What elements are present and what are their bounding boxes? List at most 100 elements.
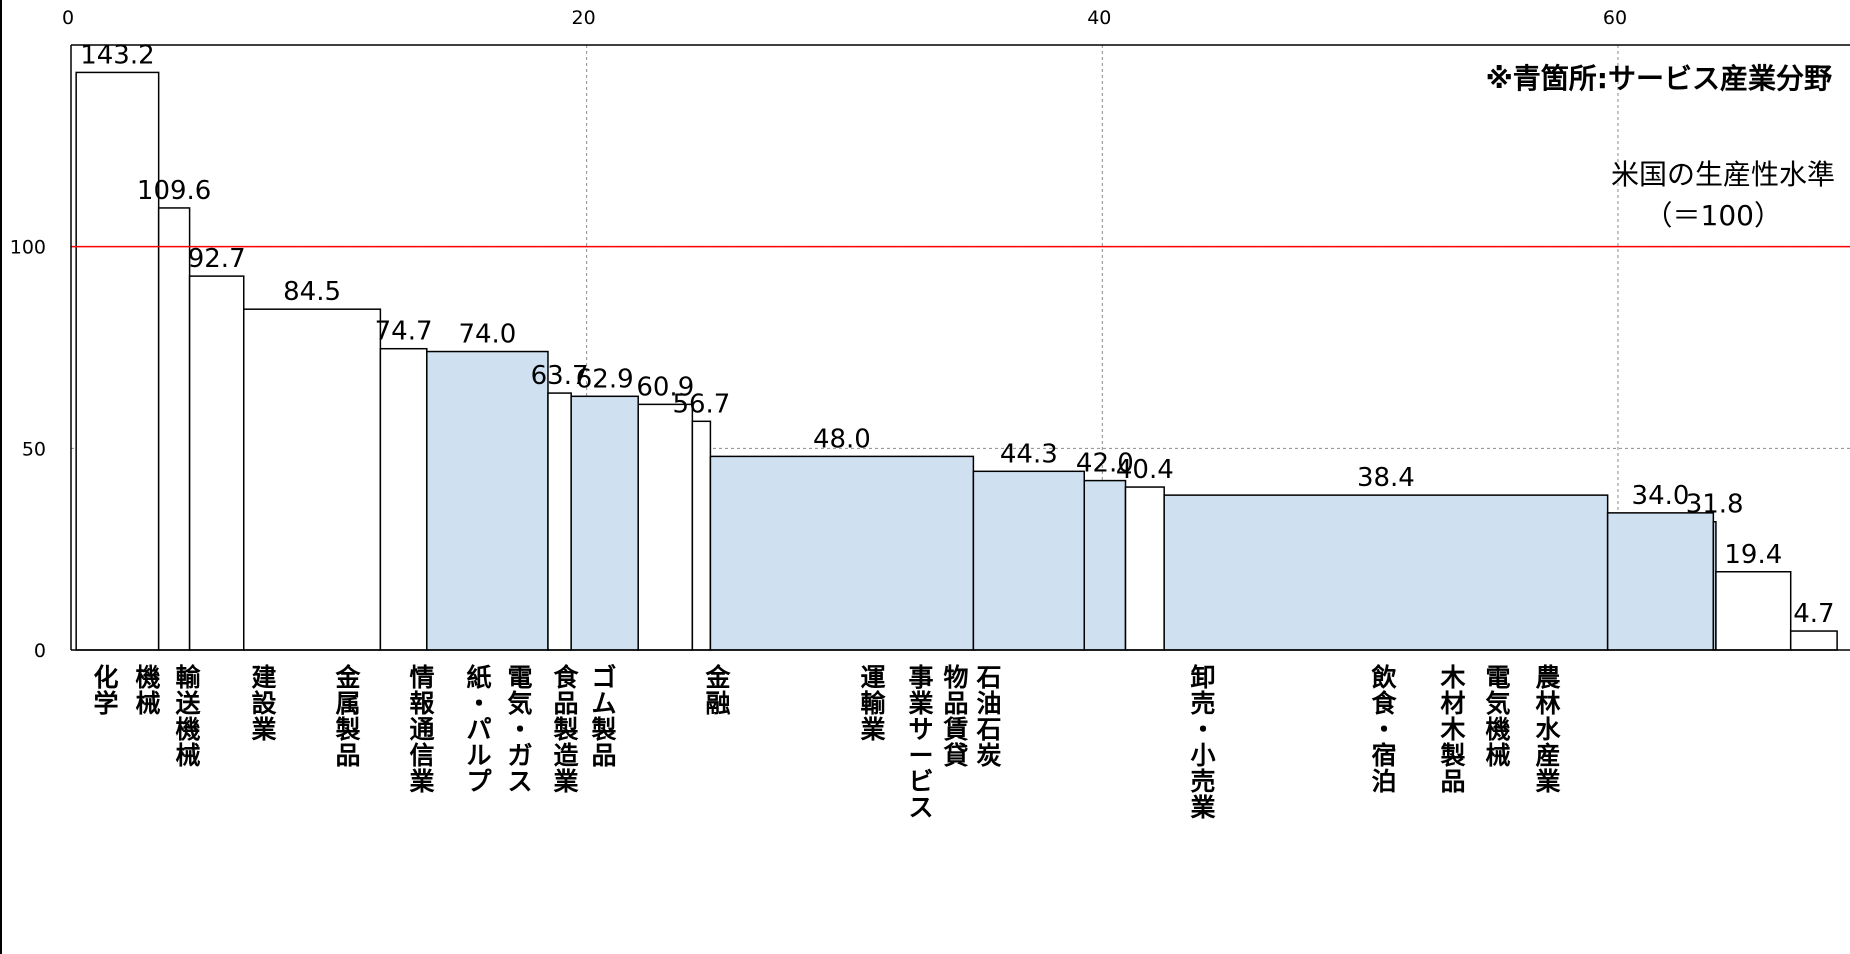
category-label-char: 売 [1190,767,1215,796]
category-label-char: ガ [507,741,532,770]
category-label-char: 金 [334,663,361,692]
bar [157,207,191,651]
category-label-char: 品 [1440,767,1465,796]
bar-value-label: 34.0 [1632,481,1690,511]
category-label-char: ス [507,767,532,796]
bar-value-label: 92.7 [188,244,246,274]
category-label-char: 械 [175,741,200,770]
category-label-char: 械 [135,689,160,718]
bars-group [75,71,1838,651]
category-label-char: 賃 [942,715,968,744]
category-label-char: 製 [552,715,578,744]
bar-value-label: 31.8 [1686,490,1744,520]
bar-value-label: 109.6 [137,176,211,206]
bar-value-label: 19.4 [1724,540,1782,570]
y-tick-label: 0 [34,640,46,662]
x-tick-label: 40 [1087,7,1111,29]
category-label-char: 属 [335,689,360,718]
category-label-char: 物 [943,663,968,692]
category-label-char: 業 [553,767,578,796]
category-label-char: サ [908,715,933,744]
bar-value-label: 48.0 [813,424,871,454]
category-label-char: 気 [1485,689,1510,718]
category-label-char: 金 [704,663,731,692]
bar [547,392,572,651]
bar-value-label: 40.4 [1116,455,1174,485]
category-labels: 化学機械輸送機械建設業金属製品情報通信業紙・パルプ電気・ガス食品製造業ゴム製品金… [93,663,1561,822]
bar [75,71,160,651]
category-label-char: 水 [1535,715,1561,744]
reference-label-line1: 米国の生産性水準 [1611,158,1835,191]
x-tick-label: 20 [572,7,596,29]
bar-value-label: 44.3 [1000,439,1058,469]
category-label-char: 石 [975,663,1001,692]
category-label-char: ・ [507,715,532,744]
category-label-char: 木 [1439,715,1465,744]
category-label-char: 業 [908,689,933,718]
category-label-char: 製 [590,715,616,744]
category-label-char: ス [908,793,933,822]
category-label-char: ム [591,689,616,718]
y-axis-ticks: 0 50 100 [10,237,46,662]
category-label-char: 機 [175,715,200,744]
bar-value-label: 62.9 [576,364,634,394]
category-label-char: 電 [1485,663,1510,692]
category-label-char: 送 [175,689,200,718]
category-label-char: 食 [1371,689,1397,718]
category-label-char: 小 [1190,741,1215,770]
category-label-char: 炭 [976,741,1001,770]
category-label-char: 械 [1485,741,1510,770]
bar [709,455,975,651]
category-label-char: 木 [1439,663,1465,692]
bar-value-label: 4.7 [1793,599,1834,629]
category-label-char: 通 [409,715,434,744]
category-label-char: 学 [93,689,118,718]
category-label-char: 卸 [1190,663,1215,692]
category-label-char: パ [466,715,491,744]
category-label-char: ゴ [591,663,616,692]
bar-value-label: 60.9 [636,372,694,402]
bar [637,403,694,651]
category-label-char: 産 [1535,741,1560,770]
category-label-char: 業 [860,715,885,744]
bar [1606,512,1715,651]
x-axis-ticks: 0 20 40 60 [62,7,1627,29]
category-label-char: 業 [251,715,276,744]
category-label-char: ・ [1190,715,1215,744]
category-label-char: 品 [335,741,360,770]
category-label-char: 融 [705,689,730,718]
bar [691,420,712,651]
category-label-char: 貸 [943,741,968,770]
category-label-char: 電 [507,663,532,692]
bar [426,350,549,651]
category-label-char: 輸 [175,663,201,692]
category-label-char: 売 [1190,689,1215,718]
x-tick-label: 60 [1603,7,1627,29]
category-label-char: 食 [553,663,579,692]
bar [1163,494,1609,651]
bar [1715,571,1792,651]
category-label-char: 業 [1190,793,1215,822]
bar-value-label: 38.4 [1357,463,1415,493]
category-label-char: ー [908,741,933,770]
category-label-char: 品 [591,741,616,770]
category-label-char: 業 [1535,767,1560,796]
bar [972,470,1086,651]
reference-label-line2: （＝100） [1645,199,1782,232]
category-label-char: 設 [251,689,277,718]
bar [570,395,639,651]
bar-value-label: 74.0 [458,320,516,350]
value-labels: 143.2 109.6 92.7 84.5 74.7 74.0 63.762.9 60.956… [80,40,1834,629]
category-label-char: 機 [135,663,160,692]
category-label-char: ・ [1371,715,1396,744]
bar-value-label: 84.5 [283,277,341,307]
category-label-char: 事 [908,663,933,692]
category-label-char: 化 [93,663,118,692]
bar-value-label: 63.7 [531,361,589,391]
category-label-char: ビ [908,767,933,796]
x-tick-label: 0 [62,7,74,29]
bar-value-label: 56.7 [672,389,730,419]
category-label-char: 製 [1439,741,1465,770]
